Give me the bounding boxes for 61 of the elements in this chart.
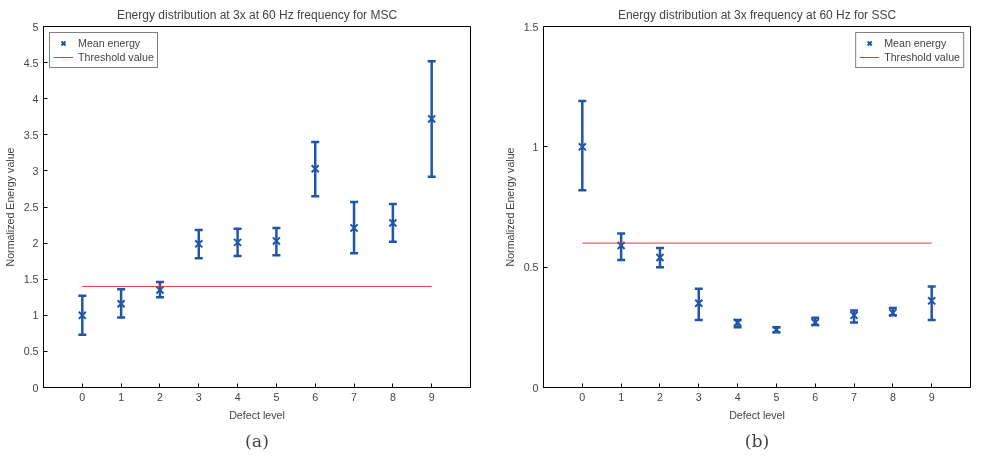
point [233, 237, 243, 247]
x-tick-label: 2 [656, 390, 663, 403]
y-tick-label: 1 [32, 309, 39, 322]
y-tick-label: 1.5 [23, 273, 39, 286]
legend-label: Threshold value [78, 50, 154, 64]
x-tick-label: 4 [234, 390, 241, 403]
point [349, 223, 359, 233]
y-tick-label: 4 [32, 92, 39, 105]
y-axis-title: Normalized Energy value [3, 147, 16, 267]
x-tick-label: 7 [351, 390, 358, 403]
point [694, 298, 704, 308]
point [116, 299, 126, 309]
y-tick-label: 0.5 [523, 261, 539, 274]
x-tick-label: 4 [734, 390, 741, 403]
point [388, 218, 398, 228]
point [577, 142, 587, 152]
x-tick-label: 5 [273, 390, 280, 403]
x-tick-label: 1 [118, 390, 125, 403]
y-tick-label: 1 [532, 140, 539, 153]
point [271, 236, 281, 246]
point [77, 310, 87, 320]
point [655, 253, 665, 263]
y-tick-label: 1.5 [523, 20, 539, 33]
x-tick-label: 5 [773, 390, 780, 403]
point [927, 296, 937, 306]
legend-label: Threshold value [884, 50, 960, 64]
x-tick-label: 7 [851, 390, 858, 403]
x-tick-label: 2 [156, 390, 163, 403]
text: (b) [744, 430, 770, 451]
x-tick-label: 9 [428, 390, 435, 403]
x-tick-label: 6 [812, 390, 819, 403]
chart-title: Energy distribution at 3x frequency at 60 Hz for SSC [617, 7, 897, 22]
x-tick-label: 0 [79, 390, 86, 403]
y-tick-label: 0.5 [23, 345, 39, 358]
text: (a) [245, 430, 269, 451]
x-tick-label: 1 [618, 390, 625, 403]
y-tick-label: 0 [32, 381, 39, 394]
x-tick-label: 3 [695, 390, 702, 403]
x-tick-label: 8 [389, 390, 396, 403]
y-axis-title: Normalized Energy value [503, 147, 516, 267]
point [616, 240, 626, 251]
point [310, 164, 320, 174]
y-tick-label: 5 [32, 20, 39, 33]
x-tick-label: 6 [312, 390, 319, 403]
point [194, 239, 204, 249]
x-tick-label: 3 [195, 390, 202, 403]
x-tick-label: 8 [889, 390, 896, 403]
legend-label: Mean energy [78, 36, 141, 50]
x-tick-label: 0 [579, 390, 586, 403]
y-tick-label: 0 [532, 381, 539, 394]
x-axis-title: Defect level [229, 408, 285, 421]
legend-label: Mean energy [884, 36, 947, 50]
y-tick-label: 4.5 [23, 56, 39, 69]
chart-title: Energy distribution at 3x at 60 Hz frequency for MSC [116, 7, 398, 22]
x-axis-title: Defect level [729, 408, 785, 421]
y-tick-label: 3 [32, 164, 39, 177]
y-tick-label: 3.5 [23, 128, 39, 141]
point [427, 114, 437, 124]
y-tick-label: 2 [32, 237, 39, 250]
x-tick-label: 9 [928, 390, 935, 403]
y-tick-label: 2.5 [23, 201, 39, 213]
